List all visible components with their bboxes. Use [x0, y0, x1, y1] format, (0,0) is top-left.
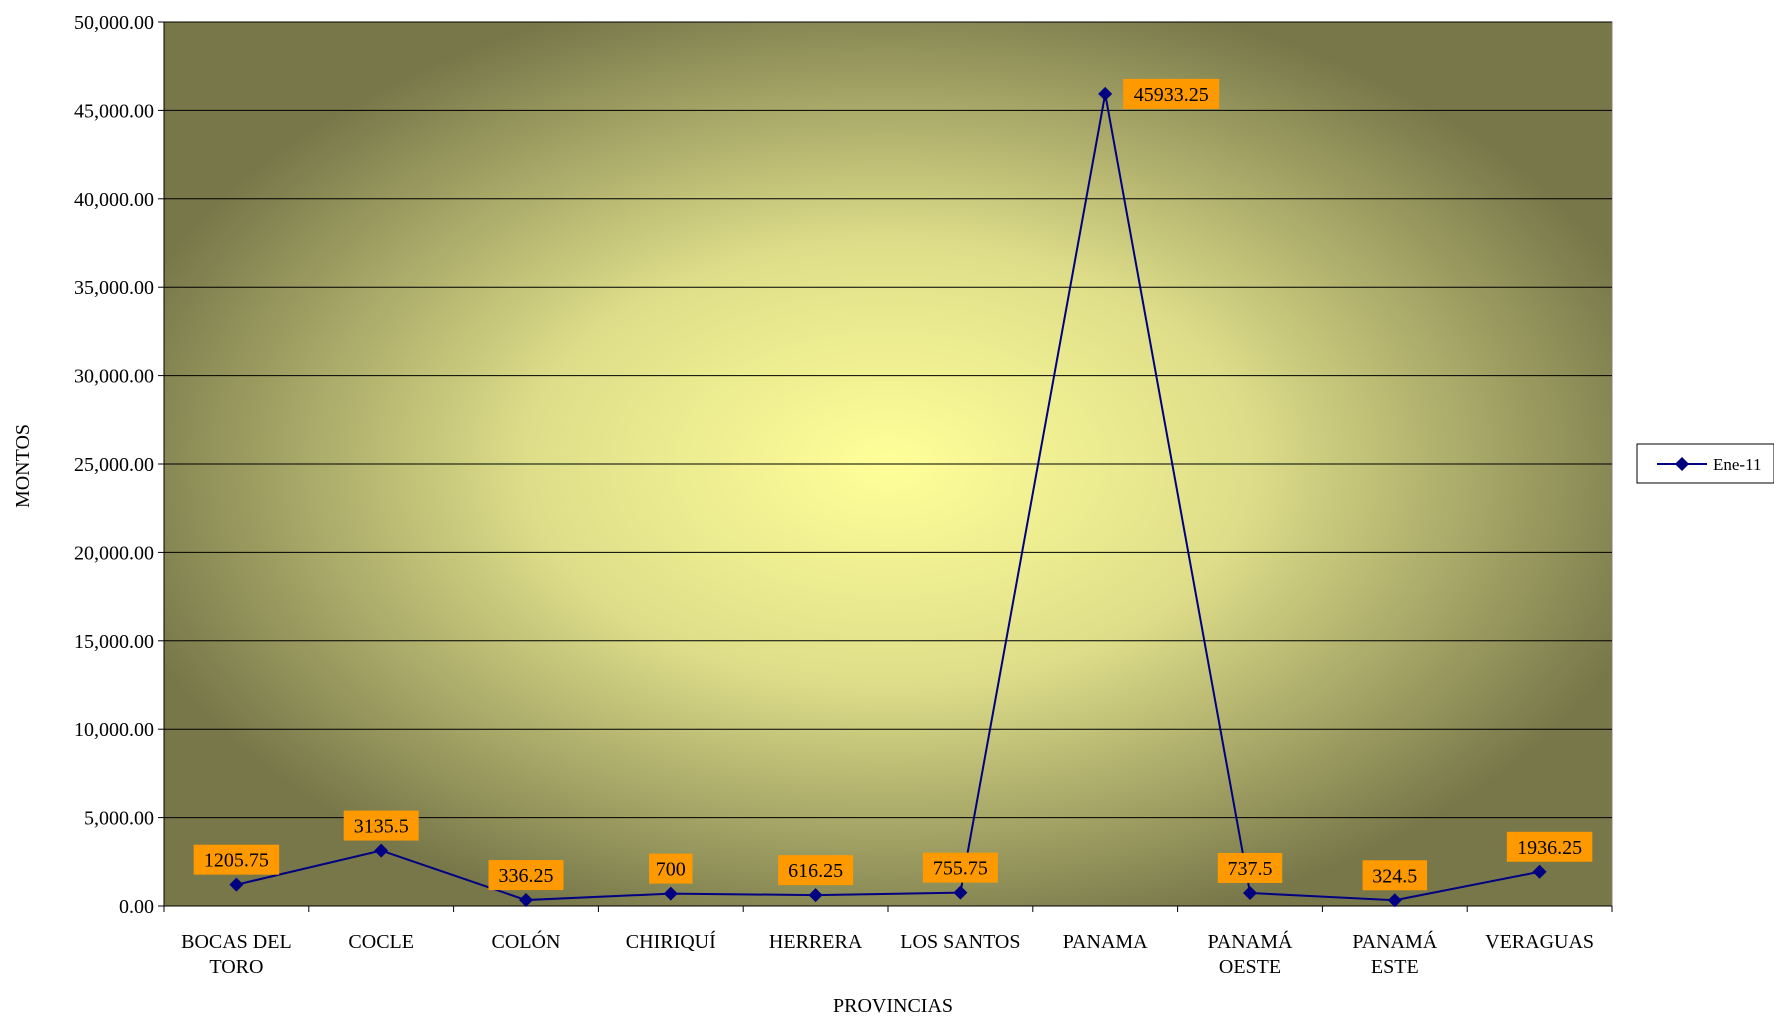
- data-point-marker: [1098, 86, 1113, 101]
- data-label: 324.5: [1362, 860, 1428, 891]
- data-label-box: [193, 844, 280, 875]
- data-label-text: 1936.25: [1517, 837, 1582, 859]
- data-label-text: 616.25: [788, 860, 843, 882]
- data-label: 336.25: [488, 860, 564, 891]
- data-label: 700: [649, 853, 693, 884]
- data-label: 3135.5: [343, 810, 419, 841]
- legend-marker: [1675, 457, 1689, 471]
- legend-label-ene-11: Ene-11: [1713, 455, 1761, 474]
- x-tick-label: CHIRIQUÍ: [626, 930, 716, 953]
- data-label-box: [1217, 852, 1283, 883]
- data-point-marker: [663, 886, 678, 901]
- x-tick-label: LOS SANTOS: [900, 931, 1020, 953]
- x-tick-label: PANAMÁ ESTE: [1352, 930, 1437, 978]
- data-label: 616.25: [778, 855, 854, 886]
- data-point-marker: [519, 893, 533, 908]
- data-label: 45933.25: [1123, 78, 1220, 109]
- data-label-box: [343, 810, 419, 841]
- x-axis-title: PROVINCIAS: [833, 995, 953, 1017]
- data-labels: 1205.75 3135.5 336.25 700 616.25 755.75 45933.…: [193, 78, 1593, 891]
- y-tick-label: 15,000.00: [74, 631, 154, 653]
- data-point-marker: [953, 885, 968, 900]
- data-label: 737.5: [1217, 852, 1283, 883]
- x-tick-label: VERAGUAS: [1485, 931, 1594, 953]
- data-label-text: 3135.5: [354, 816, 409, 838]
- data-label-box: [1362, 860, 1428, 891]
- y-tick-label: 35,000.00: [74, 277, 154, 299]
- data-label-text: 45933.25: [1134, 84, 1209, 106]
- x-tick-label: COLÓN: [492, 929, 561, 953]
- legend: Ene-11: [1636, 443, 1774, 484]
- data-label-box: [649, 853, 693, 884]
- data-label: 755.75: [922, 852, 998, 883]
- data-label-box: [778, 855, 854, 886]
- y-tick-label: 30,000.00: [74, 366, 154, 388]
- y-tick-label: 20,000.00: [74, 542, 154, 564]
- x-tick-label: HERRERA: [769, 931, 863, 953]
- data-point-marker: [808, 888, 823, 903]
- data-label-box: [1506, 831, 1593, 862]
- data-label-text: 336.25: [499, 865, 554, 887]
- y-tick-label: 40,000.00: [74, 189, 154, 211]
- y-axis: 0.00 5,000.00 10,000.00 15,000.00 20,000.00 2…: [74, 12, 165, 918]
- y-tick-label: 25,000.00: [74, 454, 154, 476]
- x-tick-label: PANAMÁ OESTE: [1208, 930, 1293, 978]
- data-label-text: 737.5: [1228, 858, 1273, 880]
- data-point-marker: [229, 877, 244, 892]
- series-line: [236, 93, 1540, 902]
- data-point-marker: [1532, 864, 1547, 879]
- series-ene-11: [229, 86, 1547, 908]
- y-tick-label: 50,000.00: [74, 12, 154, 34]
- data-label-box: [922, 852, 998, 883]
- x-axis: BOCAS DEL TORO COCLE COLÓN CHIRIQUÍ HERRERA LO…: [163, 905, 1613, 978]
- x-tick-label: COCLE: [348, 931, 414, 953]
- data-label: 1936.25: [1506, 831, 1593, 862]
- data-point-marker: [1243, 885, 1257, 900]
- data-label-box: [1123, 78, 1220, 109]
- y-tick-label: 0.00: [119, 896, 154, 918]
- data-label-text: 324.5: [1372, 865, 1417, 887]
- data-label-box: [488, 860, 564, 891]
- y-axis-title: MONTOS: [12, 424, 34, 508]
- data-label-text: 700: [656, 859, 686, 881]
- data-point-marker: [374, 843, 389, 858]
- x-tick-label: BOCAS DEL TORO: [181, 931, 292, 978]
- x-tick-label: PANAMA: [1063, 931, 1148, 953]
- y-tick-label: 45,000.00: [74, 100, 154, 122]
- data-point-marker: [1387, 893, 1402, 908]
- data-label: 1205.75: [193, 844, 280, 875]
- y-tick-label: 10,000.00: [74, 719, 154, 741]
- y-tick-label: 5,000.00: [84, 808, 154, 830]
- data-label-text: 1205.75: [204, 850, 269, 872]
- data-label-text: 755.75: [933, 858, 988, 880]
